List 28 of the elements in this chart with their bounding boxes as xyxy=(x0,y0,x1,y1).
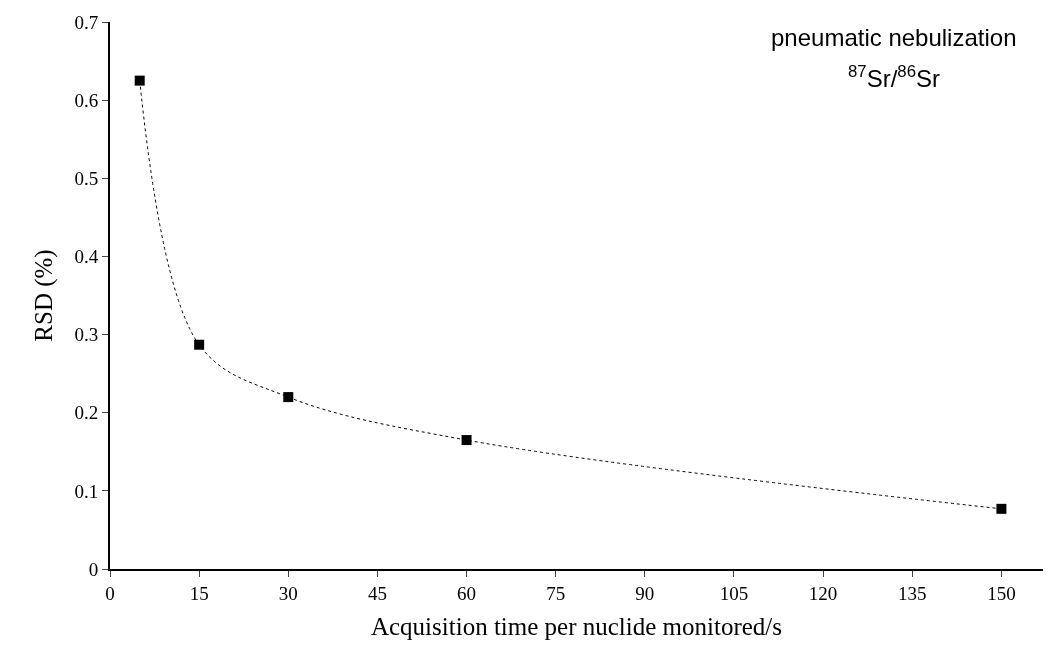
x-tick-label: 120 xyxy=(808,582,838,604)
y-tick-label: 0.5 xyxy=(74,167,99,189)
x-axis-title: Acquisition time per nuclide monitored/s xyxy=(370,613,783,641)
x-tick-label: 150 xyxy=(987,582,1016,604)
y-tick-label: 0.3 xyxy=(74,324,99,346)
y-tick-label: 0.6 xyxy=(74,89,99,111)
x-tick-label: 45 xyxy=(367,582,387,604)
point xyxy=(134,75,145,86)
point xyxy=(283,392,294,403)
x-tick-label: 90 xyxy=(635,582,655,604)
y-tick-label: 0.1 xyxy=(74,480,99,502)
annotation: pneumatic nebulization xyxy=(771,24,1017,51)
point xyxy=(996,503,1007,514)
y-axis-title: RSD (%) xyxy=(29,249,58,342)
x-tick-label: 105 xyxy=(719,582,749,604)
y-tick-label: 0.7 xyxy=(74,11,99,33)
x-tick-label: 30 xyxy=(278,582,298,604)
y-tick-label: 0 xyxy=(88,558,99,580)
annotation: $^{87}$Sr/$^{86}$Sr xyxy=(848,62,941,93)
x-tick-label: 0 xyxy=(105,582,115,604)
point xyxy=(461,435,472,446)
x-tick-label: 75 xyxy=(546,582,566,604)
y-tick-label: 0.4 xyxy=(74,246,99,268)
x-tick-label: 135 xyxy=(898,582,927,604)
x-tick-label: 15 xyxy=(189,582,209,604)
x-tick-label: 60 xyxy=(457,582,477,604)
point xyxy=(194,339,205,350)
y-tick-label: 0.2 xyxy=(74,402,99,424)
